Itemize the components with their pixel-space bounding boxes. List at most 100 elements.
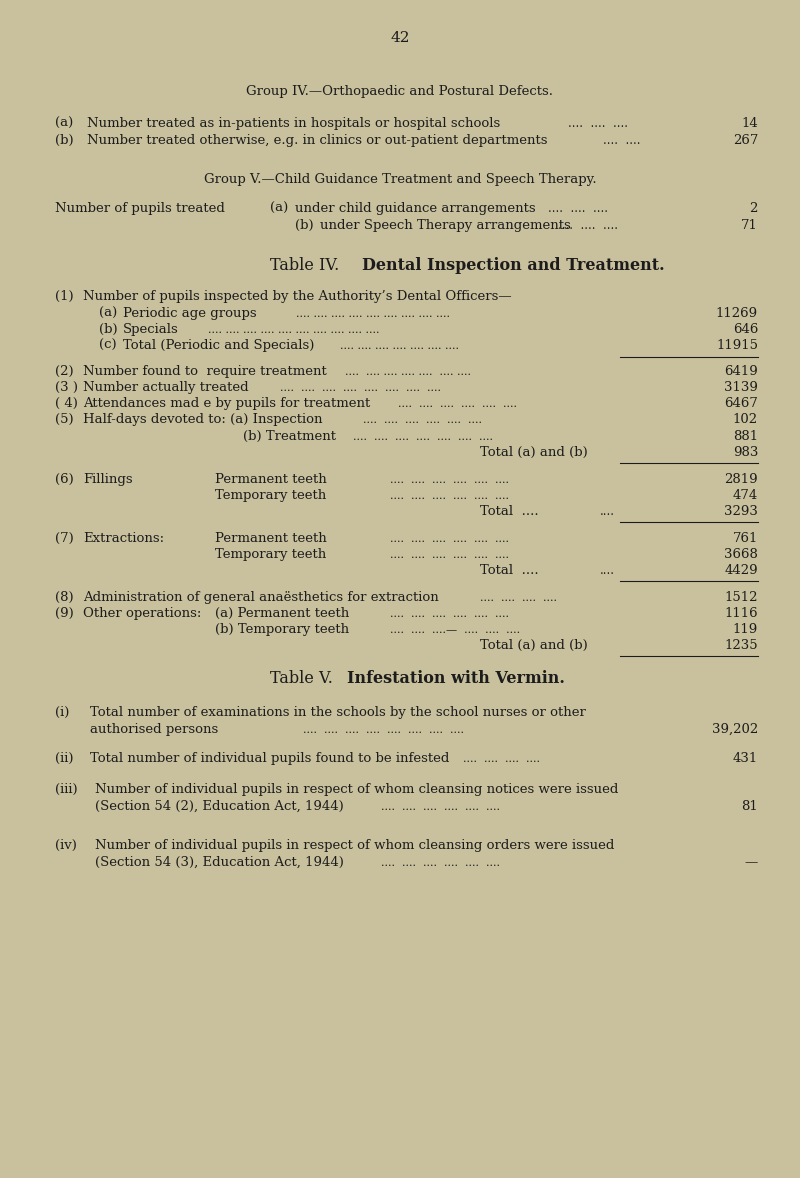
Text: Table IV.: Table IV. <box>270 257 339 274</box>
Text: 267: 267 <box>733 134 758 147</box>
Text: (a): (a) <box>99 307 118 320</box>
Text: 6467: 6467 <box>724 397 758 410</box>
Text: ....  ....  ....  ....  ....  ....: .... .... .... .... .... .... <box>390 609 509 618</box>
Text: (9): (9) <box>55 607 74 620</box>
Text: 2819: 2819 <box>724 474 758 487</box>
Text: 881: 881 <box>733 430 758 443</box>
Text: (iii): (iii) <box>55 783 78 796</box>
Text: Total number of individual pupils found to be infested: Total number of individual pupils found … <box>90 752 450 765</box>
Text: (a): (a) <box>55 117 74 130</box>
Text: ....  ....  ....—  ....  ....  ....: .... .... ....— .... .... .... <box>390 626 520 635</box>
Text: Extractions:: Extractions: <box>83 532 164 545</box>
Text: Number of pupils treated: Number of pupils treated <box>55 201 225 216</box>
Text: ....  ....  ....  ....  ....  ....: .... .... .... .... .... .... <box>390 550 509 560</box>
Text: 81: 81 <box>742 800 758 813</box>
Text: Number of individual pupils in respect of whom cleansing orders were issued: Number of individual pupils in respect o… <box>95 839 614 852</box>
Text: Number found to  require treatment: Number found to require treatment <box>83 365 326 378</box>
Text: 14: 14 <box>742 117 758 130</box>
Text: 474: 474 <box>733 489 758 502</box>
Text: (7): (7) <box>55 532 74 545</box>
Text: ....  ....  ....  ....  ....  ....: .... .... .... .... .... .... <box>381 802 500 812</box>
Text: Number of individual pupils in respect of whom cleansing notices were issued: Number of individual pupils in respect o… <box>95 783 618 796</box>
Text: (a) Permanent teeth: (a) Permanent teeth <box>215 607 350 620</box>
Text: Total number of examinations in the schools by the school nurses or other: Total number of examinations in the scho… <box>90 706 586 719</box>
Text: Total  ....: Total .... <box>480 564 538 577</box>
Text: Fillings: Fillings <box>83 474 133 487</box>
Text: ....  ....  ....  ....  ....  ....  ....  ....: .... .... .... .... .... .... .... .... <box>280 383 441 393</box>
Text: Number treated as in-patients in hospitals or hospital schools: Number treated as in-patients in hospita… <box>87 117 500 130</box>
Text: ....  ....  ....: .... .... .... <box>548 201 608 216</box>
Text: (3 ): (3 ) <box>55 380 78 393</box>
Text: Permanent teeth: Permanent teeth <box>215 532 326 545</box>
Text: (1): (1) <box>55 290 74 303</box>
Text: ....  ....  ....  ....  ....  ....: .... .... .... .... .... .... <box>390 475 509 485</box>
Text: 431: 431 <box>733 752 758 765</box>
Text: authorised persons: authorised persons <box>90 723 218 736</box>
Text: 3139: 3139 <box>724 380 758 393</box>
Text: ....  ....  ....  ....  ....  ....: .... .... .... .... .... .... <box>390 534 509 544</box>
Text: ....  ....: .... .... <box>603 134 641 147</box>
Text: (Section 54 (3), Education Act, 1944): (Section 54 (3), Education Act, 1944) <box>95 856 344 869</box>
Text: 6419: 6419 <box>724 365 758 378</box>
Text: 119: 119 <box>733 623 758 636</box>
Text: under Speech Therapy arrangements: under Speech Therapy arrangements <box>320 219 570 232</box>
Text: (ii): (ii) <box>55 752 74 765</box>
Text: 71: 71 <box>741 219 758 232</box>
Text: Attendances mad e by pupils for treatment: Attendances mad e by pupils for treatmen… <box>83 397 370 410</box>
Text: Total (a) and (b): Total (a) and (b) <box>480 638 588 651</box>
Text: 1116: 1116 <box>724 607 758 620</box>
Text: Table V.: Table V. <box>270 670 333 687</box>
Text: ....: .... <box>600 564 615 577</box>
Text: Half-days devoted to: (a) Inspection: Half-days devoted to: (a) Inspection <box>83 413 322 426</box>
Text: Dental Inspection and Treatment.: Dental Inspection and Treatment. <box>362 257 665 274</box>
Text: .... .... .... .... .... .... .... .... .... ....: .... .... .... .... .... .... .... .... … <box>208 325 379 335</box>
Text: under child guidance arrangements: under child guidance arrangements <box>295 201 536 216</box>
Text: Total (a) and (b): Total (a) and (b) <box>480 446 588 459</box>
Text: ....  ....  ....: .... .... .... <box>558 219 618 232</box>
Text: Group V.—Child Guidance Treatment and Speech Therapy.: Group V.—Child Guidance Treatment and Sp… <box>204 173 596 186</box>
Text: Total  ....: Total .... <box>480 505 538 518</box>
Text: —: — <box>745 856 758 869</box>
Text: (c): (c) <box>99 339 117 352</box>
Text: (b) Treatment: (b) Treatment <box>243 430 336 443</box>
Text: Temporary teeth: Temporary teeth <box>215 489 326 502</box>
Text: 11269: 11269 <box>716 307 758 320</box>
Text: 761: 761 <box>733 532 758 545</box>
Text: (b): (b) <box>55 134 74 147</box>
Text: Total (Periodic and Specials): Total (Periodic and Specials) <box>123 339 314 352</box>
Text: ( 4): ( 4) <box>55 397 78 410</box>
Text: Administration of general anaësthetics for extraction: Administration of general anaësthetics f… <box>83 591 438 604</box>
Text: ....  ....  ....  ....  ....  ....: .... .... .... .... .... .... <box>390 491 509 501</box>
Text: (8): (8) <box>55 591 74 604</box>
Text: 1235: 1235 <box>724 638 758 651</box>
Text: 3668: 3668 <box>724 548 758 561</box>
Text: Periodic age groups: Periodic age groups <box>123 307 257 320</box>
Text: (a): (a) <box>270 201 288 216</box>
Text: Infestation with Vermin.: Infestation with Vermin. <box>347 670 565 687</box>
Text: (Section 54 (2), Education Act, 1944): (Section 54 (2), Education Act, 1944) <box>95 800 344 813</box>
Text: .... .... .... .... .... .... ....: .... .... .... .... .... .... .... <box>340 340 459 351</box>
Text: ....  ....  ....  ....  ....  ....: .... .... .... .... .... .... <box>381 858 500 868</box>
Text: 983: 983 <box>733 446 758 459</box>
Text: ....  ....  ....  ....  ....  ....  ....  ....: .... .... .... .... .... .... .... .... <box>303 724 464 735</box>
Text: Group IV.—Orthopaedic and Postural Defects.: Group IV.—Orthopaedic and Postural Defec… <box>246 85 554 98</box>
Text: (b): (b) <box>99 323 118 336</box>
Text: ....  ....  ....  ....: .... .... .... .... <box>480 593 557 603</box>
Text: (iv): (iv) <box>55 839 77 852</box>
Text: 646: 646 <box>733 323 758 336</box>
Text: Specials: Specials <box>123 323 178 336</box>
Text: Permanent teeth: Permanent teeth <box>215 474 326 487</box>
Text: 2: 2 <box>750 201 758 216</box>
Text: ....  ....  ....  ....  ....  ....: .... .... .... .... .... .... <box>363 415 482 425</box>
Text: ....  ....  ....  ....  ....  ....: .... .... .... .... .... .... <box>398 399 517 409</box>
Text: .... .... .... .... .... .... .... .... ....: .... .... .... .... .... .... .... .... … <box>296 309 450 319</box>
Text: Temporary teeth: Temporary teeth <box>215 548 326 561</box>
Text: 102: 102 <box>733 413 758 426</box>
Text: ....  ....  ....  ....: .... .... .... .... <box>463 754 540 765</box>
Text: Number actually treated: Number actually treated <box>83 380 249 393</box>
Text: 3293: 3293 <box>724 505 758 518</box>
Text: (2): (2) <box>55 365 74 378</box>
Text: (b): (b) <box>295 219 314 232</box>
Text: ....  .... .... .... ....  .... ....: .... .... .... .... .... .... .... <box>345 368 471 377</box>
Text: (5): (5) <box>55 413 74 426</box>
